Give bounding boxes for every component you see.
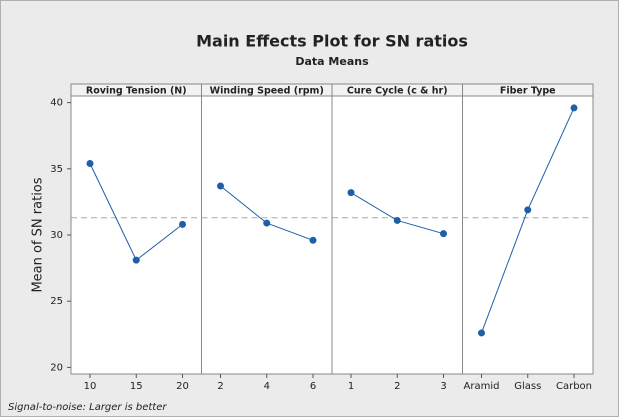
point xyxy=(478,329,485,337)
point xyxy=(347,189,355,197)
chart-title: Main Effects Plot for SN ratios xyxy=(196,32,468,51)
y-tick-label: 30 xyxy=(50,230,63,241)
y-tick-label: 40 xyxy=(50,98,63,109)
x-tick-label: 10 xyxy=(84,381,97,392)
point xyxy=(393,216,401,224)
y-tick-label: 20 xyxy=(50,362,63,373)
x-tick-label: 2 xyxy=(394,381,400,392)
x-tick-label: 4 xyxy=(264,381,270,392)
x-tick-label: 1 xyxy=(348,381,354,392)
footnote: Signal-to-noise: Larger is better xyxy=(8,402,167,413)
panel-title: Cure Cycle (c & hr) xyxy=(347,86,448,97)
x-tick-label: 15 xyxy=(130,381,143,392)
x-tick-label: 3 xyxy=(440,381,446,392)
x-tick-label: 2 xyxy=(217,381,223,392)
panel-title: Fiber Type xyxy=(500,86,556,97)
point xyxy=(86,160,94,168)
x-tick-label: Carbon xyxy=(556,381,592,392)
point xyxy=(570,104,578,112)
y-axis-label: Mean of SN ratios xyxy=(31,177,46,292)
point xyxy=(440,230,447,238)
y-tick-label: 25 xyxy=(50,296,63,307)
x-tick-label: 20 xyxy=(176,381,189,392)
panel-header xyxy=(462,83,594,97)
panel-title: Winding Speed (rpm) xyxy=(210,86,324,97)
y-tick-label: 35 xyxy=(50,164,63,175)
point xyxy=(309,236,317,244)
point xyxy=(132,256,140,264)
point xyxy=(217,182,224,190)
panel-title: Roving Tension (N) xyxy=(86,86,187,97)
x-tick-label: Glass xyxy=(514,381,541,392)
point xyxy=(524,206,532,214)
x-tick-label: Aramid xyxy=(464,381,500,392)
chart-subtitle: Data Means xyxy=(295,55,369,68)
point xyxy=(179,220,186,228)
point xyxy=(263,219,271,227)
x-tick-label: 6 xyxy=(310,381,316,392)
